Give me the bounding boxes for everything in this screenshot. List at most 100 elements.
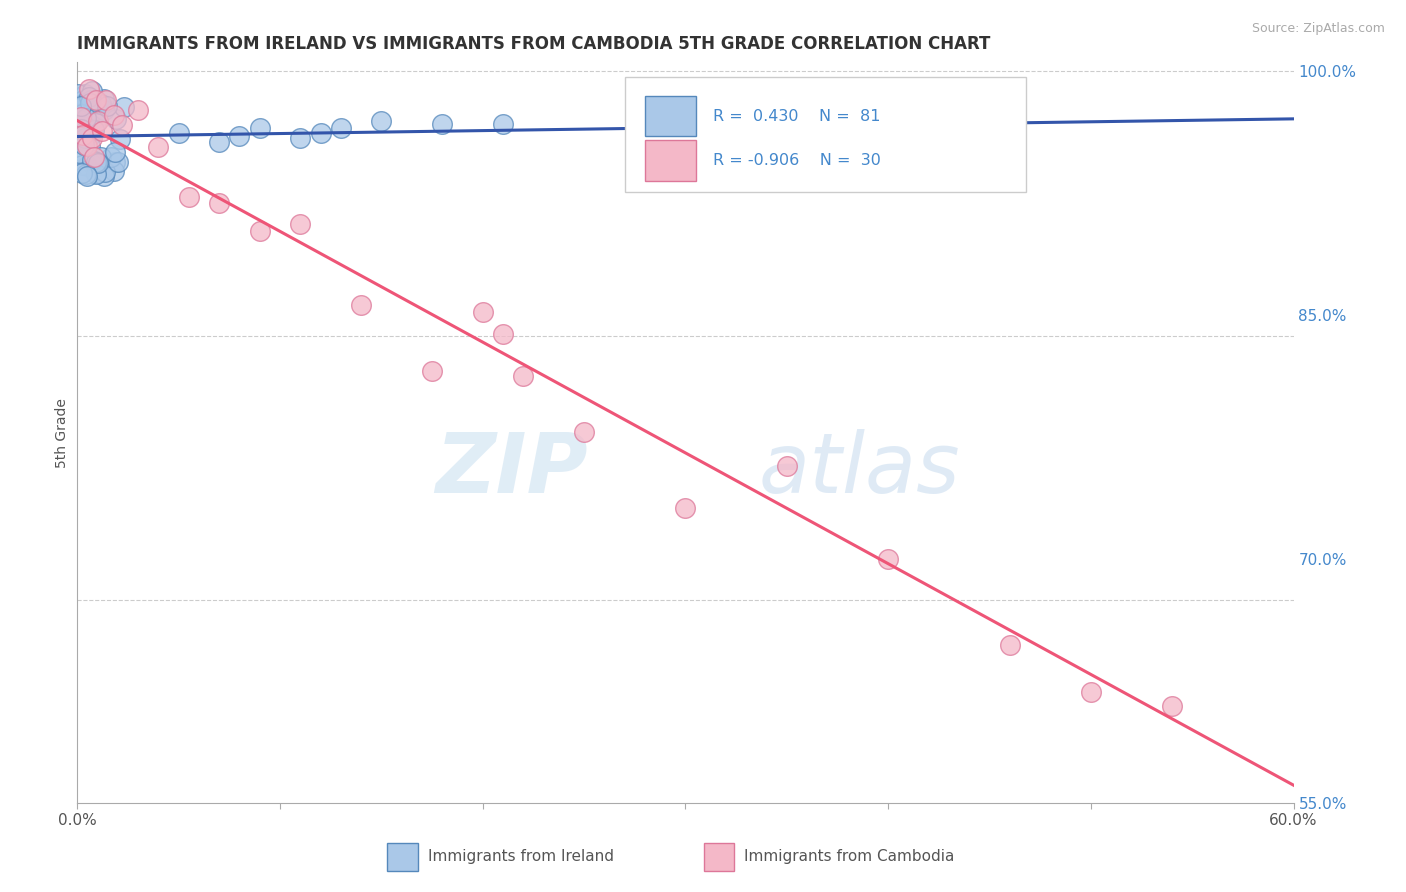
Point (112, 100, 135, 114)
Point (998, 638, 1021, 652)
Point (329, 120, 352, 135)
Point (67, 145, 90, 160)
Point (80, 128, 103, 142)
Point (104, 145, 127, 160)
Point (471, 305, 494, 319)
Text: Immigrants from Ireland: Immigrants from Ireland (427, 849, 613, 864)
Point (84, 102, 107, 116)
Point (83, 122, 105, 136)
FancyBboxPatch shape (645, 95, 696, 136)
Point (492, 326, 515, 341)
Point (84, 166, 107, 180)
Point (73, 87, 96, 102)
Point (70, 166, 93, 180)
Point (79, 138, 101, 153)
Point (83, 95, 105, 109)
Point (100, 150, 122, 164)
Point (290, 217, 312, 231)
Point (67, 101, 90, 115)
Point (249, 120, 271, 135)
Point (1080, 685, 1102, 699)
Point (1161, 699, 1184, 714)
Point (90, 97, 112, 112)
Point (80, 131, 103, 145)
FancyBboxPatch shape (388, 843, 418, 871)
Text: Immigrants from Cambodia: Immigrants from Cambodia (744, 849, 955, 864)
Point (572, 425, 595, 439)
FancyBboxPatch shape (645, 140, 696, 181)
Point (80, 157, 103, 171)
Y-axis label: 5th Grade: 5th Grade (55, 398, 69, 467)
Text: R = -0.906    N =  30: R = -0.906 N = 30 (713, 153, 882, 169)
Point (86, 111, 108, 125)
Point (249, 224, 271, 238)
Point (76, 124, 98, 138)
Point (69, 100, 91, 114)
Point (110, 132, 132, 146)
Point (103, 164, 125, 178)
Point (70, 99, 93, 113)
Text: R =  0.430    N =  81: R = 0.430 N = 81 (713, 109, 882, 124)
Point (675, 501, 697, 516)
Point (86, 100, 108, 114)
Text: Source: ZipAtlas.com: Source: ZipAtlas.com (1251, 22, 1385, 36)
Point (93, 92, 115, 106)
Point (492, 117, 515, 131)
Point (67, 87, 90, 101)
Point (93, 103, 115, 117)
Point (72, 93, 94, 107)
Point (512, 368, 534, 383)
Point (73, 138, 96, 153)
Point (94, 93, 117, 107)
Point (76, 159, 98, 173)
Text: atlas: atlas (758, 429, 960, 510)
Point (72, 106, 94, 120)
Point (70, 110, 93, 124)
Point (105, 112, 128, 126)
Point (67, 99, 90, 113)
Point (111, 118, 134, 132)
Point (70, 158, 93, 172)
Point (77, 90, 100, 104)
Point (76, 138, 98, 153)
Point (73, 120, 96, 134)
Point (84, 93, 107, 107)
Point (76, 129, 98, 144)
Point (76, 117, 98, 131)
Point (84, 116, 107, 130)
Point (309, 126, 332, 140)
Point (104, 155, 127, 169)
Point (208, 135, 231, 149)
Point (67, 129, 90, 144)
Point (80, 106, 103, 120)
Point (96, 99, 118, 113)
Point (228, 129, 250, 144)
Point (90, 150, 112, 164)
Point (83, 123, 105, 137)
Point (75, 167, 97, 181)
Point (430, 117, 453, 131)
Point (177, 190, 200, 204)
Point (80, 93, 103, 107)
Point (70, 97, 93, 112)
Point (103, 108, 125, 122)
Point (84, 155, 107, 169)
Point (90, 124, 112, 138)
Point (83, 102, 105, 116)
Point (350, 298, 373, 312)
Point (94, 165, 117, 179)
FancyBboxPatch shape (624, 78, 1026, 192)
Point (83, 150, 105, 164)
Point (80, 112, 103, 126)
Point (208, 196, 231, 211)
Point (86, 113, 108, 128)
Point (877, 552, 900, 566)
Point (69, 133, 91, 147)
Point (75, 131, 97, 145)
Point (107, 155, 129, 169)
Point (127, 103, 149, 117)
Point (79, 95, 101, 110)
Point (76, 169, 98, 184)
Point (290, 131, 312, 145)
Point (77, 130, 100, 145)
